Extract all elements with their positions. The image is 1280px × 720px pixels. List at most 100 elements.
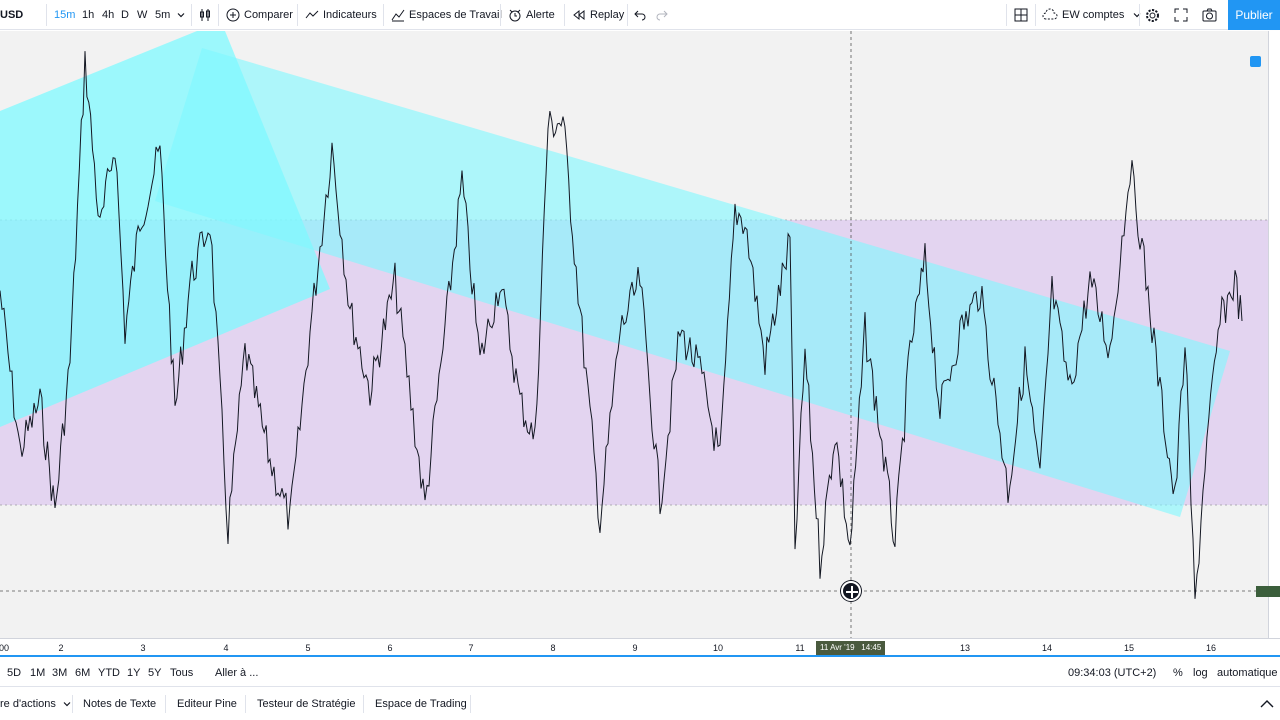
- layout-grid-button[interactable]: [1014, 0, 1028, 30]
- compare-button[interactable]: Comparer: [226, 0, 293, 30]
- fullscreen-button[interactable]: [1174, 0, 1188, 30]
- timeframe-15m[interactable]: 15m: [54, 9, 76, 21]
- tab-trading-panel[interactable]: Espace de Trading: [375, 698, 467, 710]
- replay-label: Replay: [590, 9, 625, 21]
- replay-button[interactable]: Replay: [572, 0, 624, 30]
- gear-icon: [1146, 8, 1159, 22]
- range-5d[interactable]: 5D: [7, 667, 22, 679]
- range-3m[interactable]: 3M: [52, 667, 68, 679]
- date-label: 16: [1205, 643, 1217, 653]
- layout-label: EW comptes: [1062, 9, 1125, 21]
- chart-canvas[interactable]: [0, 31, 1268, 638]
- candles-icon: [200, 9, 210, 22]
- range-1m[interactable]: 1M: [30, 667, 46, 679]
- crosshair-cursor-icon: [841, 581, 861, 601]
- fullscreen-icon: [1174, 8, 1188, 22]
- camera-icon: [1202, 8, 1217, 22]
- compare-label: Comparer: [244, 9, 293, 21]
- divider: [627, 4, 628, 26]
- object-tree-badge-icon[interactable]: [1250, 56, 1261, 67]
- range-5y[interactable]: 5Y: [148, 667, 162, 679]
- divider: [297, 4, 298, 26]
- range-1y[interactable]: 1Y: [127, 667, 141, 679]
- timeframe-1h[interactable]: 1h: [82, 9, 95, 21]
- range-all[interactable]: Tous: [170, 667, 194, 679]
- divider: [564, 4, 565, 26]
- auto-scale-toggle[interactable]: automatique: [1217, 667, 1278, 679]
- timeframe-dropdown-icon[interactable]: [177, 0, 185, 30]
- goto-date-button[interactable]: Aller à ...: [215, 667, 259, 679]
- range-ytd[interactable]: YTD: [98, 667, 120, 679]
- divider: [46, 4, 47, 26]
- workspaces-icon: [391, 8, 405, 22]
- date-label: 3: [140, 643, 146, 653]
- plus-circle-icon: [226, 8, 240, 22]
- cloud-icon: [1042, 8, 1058, 22]
- date-axis[interactable]: 00 2 3 4 5 6 7 8 9 10 11 13 14 15 16 11 …: [0, 638, 1280, 657]
- date-label: 14: [1041, 643, 1053, 653]
- collapse-panel-button[interactable]: [1260, 688, 1274, 720]
- percent-scale-toggle[interactable]: %: [1173, 667, 1183, 679]
- redo-button[interactable]: [656, 0, 668, 30]
- range-bar: 5D 1M 3M 6M YTD 1Y 5Y Tous Aller à ... 0…: [0, 659, 1280, 687]
- divider: [218, 4, 219, 26]
- range-6m[interactable]: 6M: [75, 667, 91, 679]
- date-label: 7: [468, 643, 474, 653]
- layout-selector[interactable]: EW comptes: [1042, 0, 1141, 30]
- publish-button[interactable]: Publier: [1228, 0, 1280, 30]
- date-label: 4: [223, 643, 229, 653]
- date-label: 11: [795, 643, 805, 653]
- divider: [500, 4, 501, 26]
- timeframe-4h[interactable]: 4h: [102, 9, 115, 21]
- chevron-down-icon: [1133, 13, 1141, 18]
- cyan-channel-band: [155, 48, 1230, 517]
- clock-timezone[interactable]: 09:34:03 (UTC+2): [1068, 667, 1157, 679]
- divider: [245, 695, 246, 713]
- timeframe-w[interactable]: W: [137, 9, 148, 21]
- snapshot-button[interactable]: [1202, 0, 1217, 30]
- date-label: 6: [387, 643, 393, 653]
- divider: [1139, 4, 1140, 26]
- settings-button[interactable]: [1145, 0, 1160, 30]
- undo-icon: [634, 10, 646, 21]
- date-label: 13: [959, 643, 971, 653]
- divider: [191, 4, 192, 26]
- price-line: [0, 51, 1243, 599]
- divider: [470, 695, 471, 713]
- timeframe-5m[interactable]: 5m: [155, 9, 171, 21]
- divider: [363, 695, 364, 713]
- date-label: 00: [0, 643, 10, 653]
- price-crosshair-tag: [1256, 586, 1280, 597]
- log-scale-toggle[interactable]: log: [1193, 667, 1208, 679]
- crosshair-date: 11 Avr '19: [820, 643, 855, 652]
- date-label: 9: [632, 643, 638, 653]
- chevron-up-icon: [1260, 700, 1274, 708]
- chart-style-button[interactable]: [198, 0, 212, 30]
- tab-pine-editor[interactable]: Editeur Pine: [177, 698, 237, 710]
- price-axis[interactable]: [1268, 31, 1280, 638]
- chevron-down-icon: [63, 702, 71, 707]
- alert-button[interactable]: Alerte: [508, 0, 555, 30]
- indicators-button[interactable]: Indicateurs: [305, 0, 377, 30]
- divider: [1006, 4, 1007, 26]
- date-label: 10: [712, 643, 724, 653]
- grid-icon: [1014, 8, 1028, 22]
- crosshair-date-tag: 11 Avr '19 14:45: [816, 641, 886, 655]
- divider: [1035, 4, 1036, 26]
- date-label: 15: [1123, 643, 1135, 653]
- symbol-name[interactable]: USD: [0, 9, 24, 21]
- redo-icon: [656, 10, 668, 21]
- workspaces-button[interactable]: Espaces de Travail: [391, 0, 502, 30]
- date-label: 8: [550, 643, 556, 653]
- bottom-panel-tabs: re d'actions Notes de Texte Editeur Pine…: [0, 688, 1280, 720]
- tab-stock-screener[interactable]: re d'actions: [0, 688, 71, 720]
- timeframe-d[interactable]: D: [121, 9, 129, 21]
- tab-text-notes[interactable]: Notes de Texte: [83, 698, 157, 710]
- alarm-clock-icon: [508, 8, 522, 22]
- tab-strategy-tester[interactable]: Testeur de Stratégie: [257, 698, 356, 710]
- chart-drawing: [0, 31, 1268, 638]
- undo-button[interactable]: [634, 0, 646, 30]
- divider: [165, 695, 166, 713]
- indicators-icon: [305, 8, 319, 22]
- crosshair-time: 14:45: [861, 643, 882, 652]
